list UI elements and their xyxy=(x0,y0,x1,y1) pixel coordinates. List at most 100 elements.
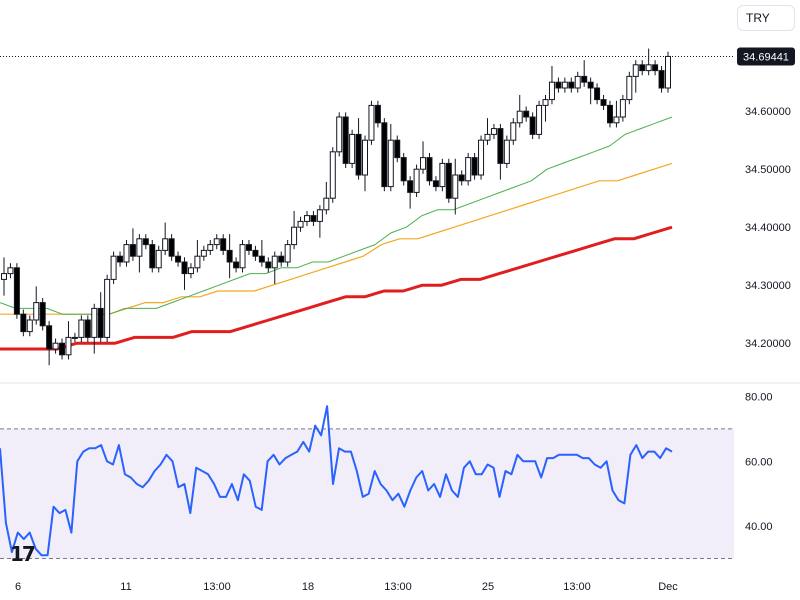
candle-body xyxy=(59,342,66,356)
candle-body xyxy=(284,244,291,263)
y-tick-label: 34.30000 xyxy=(745,280,791,292)
candle-body xyxy=(407,180,414,193)
candle-body xyxy=(297,220,304,228)
candle-body xyxy=(536,104,543,135)
candle-body xyxy=(600,99,607,106)
candle-body xyxy=(497,128,504,164)
candle-body xyxy=(78,319,85,338)
candle-body xyxy=(20,313,27,333)
candle-body xyxy=(665,55,671,89)
candle-body xyxy=(291,226,298,246)
candle-body xyxy=(548,81,555,101)
candle-body xyxy=(123,244,130,263)
candle-body xyxy=(374,104,381,124)
candle-body xyxy=(39,302,46,327)
ema-100-line xyxy=(0,225,673,351)
candle-body xyxy=(239,244,246,269)
x-tick-label: 11 xyxy=(120,581,131,593)
candle-body xyxy=(658,70,665,89)
ema-50-line xyxy=(0,162,673,315)
candle-body xyxy=(181,261,188,275)
ema-20-line xyxy=(0,116,673,315)
candle-body xyxy=(303,215,310,222)
candle-body xyxy=(187,267,194,275)
rsi-tick-label: 60.00 xyxy=(745,456,773,468)
rsi-pane xyxy=(0,405,734,560)
rsi-line xyxy=(0,405,673,557)
candle-body xyxy=(91,307,98,338)
candle-body xyxy=(33,302,40,321)
candle-body xyxy=(65,336,72,356)
candle-body xyxy=(652,64,659,72)
candle-body xyxy=(278,255,285,263)
candle-body xyxy=(162,238,169,251)
candle-body xyxy=(175,255,182,263)
candle-body xyxy=(323,197,330,211)
x-tick-label: 18 xyxy=(302,581,314,593)
candle-body xyxy=(523,110,530,118)
last-price-box xyxy=(737,47,795,66)
candle-body xyxy=(516,110,523,124)
candle-body xyxy=(271,255,278,269)
candle-body xyxy=(136,238,143,257)
candle-body xyxy=(619,99,626,118)
candle-body xyxy=(581,75,588,83)
candle-body xyxy=(226,249,233,263)
candle-body xyxy=(316,209,323,222)
x-tick-label: 13:00 xyxy=(563,581,591,593)
candle-body xyxy=(194,255,201,269)
currency-label: TRY xyxy=(746,11,770,25)
candle-body xyxy=(336,116,343,153)
candle-body xyxy=(26,319,33,333)
candle-body xyxy=(71,336,78,339)
currency-selector[interactable]: TRY xyxy=(737,5,795,31)
candle-body xyxy=(233,261,240,269)
candle-body xyxy=(484,133,491,141)
candle-body xyxy=(13,267,20,315)
candle-body xyxy=(155,249,162,269)
x-tick-label: 13:00 xyxy=(203,581,231,593)
tradingview-logo: 17 xyxy=(10,542,36,566)
y-tick-label: 34.50000 xyxy=(745,164,791,176)
candle-body xyxy=(400,157,407,182)
candle-body xyxy=(387,139,394,188)
candle-body xyxy=(381,122,388,188)
candle-body xyxy=(245,244,252,251)
candle-body xyxy=(613,116,620,124)
candle-body xyxy=(555,81,562,89)
candle-body xyxy=(258,255,265,263)
candle-body xyxy=(413,168,420,193)
x-tick-label: Dec xyxy=(658,581,678,593)
candle-body xyxy=(568,81,575,89)
candle-body xyxy=(46,325,53,350)
candle-body xyxy=(220,238,227,251)
candle-body xyxy=(420,157,427,170)
candle-body xyxy=(503,139,510,164)
candle-body xyxy=(310,215,317,222)
candle-body xyxy=(394,139,401,159)
candle-body xyxy=(594,87,601,101)
candle-body xyxy=(84,319,91,338)
candle-body xyxy=(458,174,465,182)
candle-body xyxy=(510,122,517,141)
candle-body xyxy=(213,238,220,246)
axes: 34.20000 34.30000 34.40000 34.50000 34.60000… xyxy=(0,47,800,593)
candle-body xyxy=(104,278,111,338)
candle-body xyxy=(142,238,149,246)
rsi-tick-label: 80.00 xyxy=(745,391,773,403)
candle-body xyxy=(200,249,207,257)
y-tick-label: 34.60000 xyxy=(745,106,791,118)
candle-body xyxy=(426,157,433,182)
candle-body xyxy=(587,81,594,89)
candle-body xyxy=(265,261,272,269)
candle-body xyxy=(129,244,136,257)
candle-body xyxy=(561,81,568,89)
candle-body xyxy=(445,162,452,199)
candle-body xyxy=(1,273,7,280)
candle-body xyxy=(329,151,336,199)
y-tick-label: 34.20000 xyxy=(745,338,791,350)
candle-body xyxy=(452,174,459,199)
candle-body xyxy=(252,249,259,257)
candle-body xyxy=(342,116,349,164)
